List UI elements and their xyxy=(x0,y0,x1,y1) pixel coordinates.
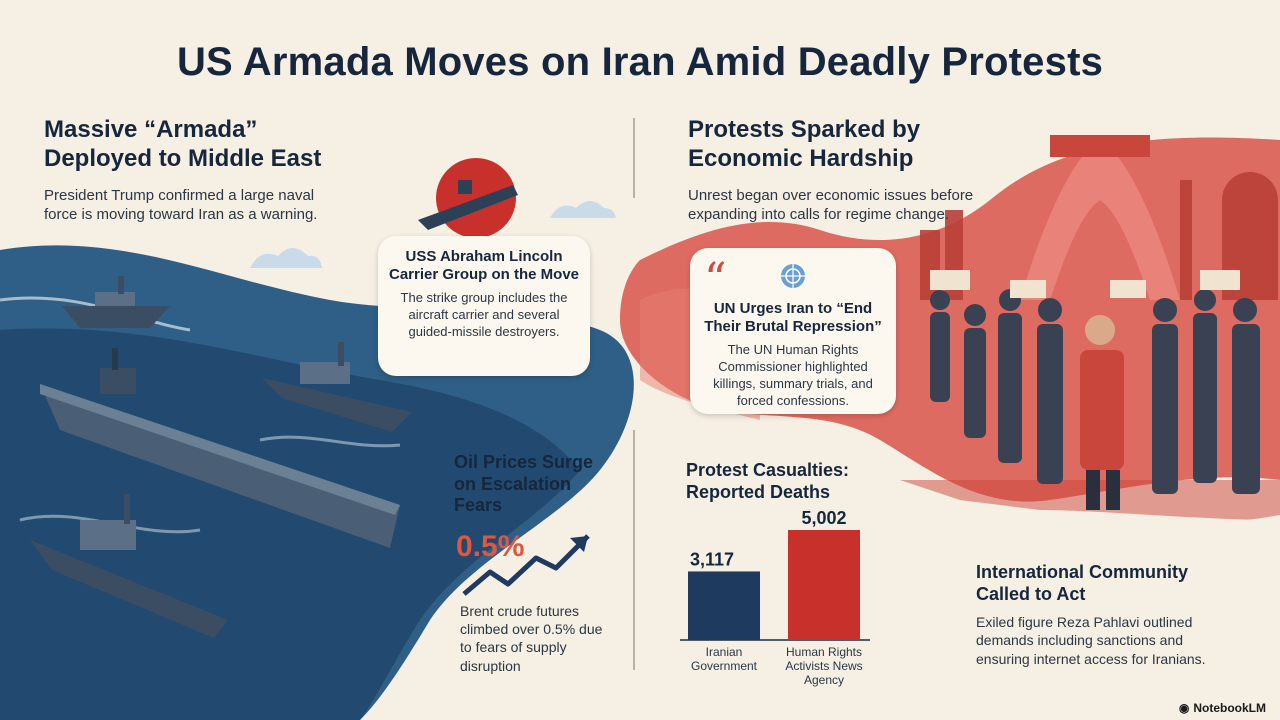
cloud xyxy=(250,248,322,268)
notebooklm-logo-icon: ◉ xyxy=(1178,701,1190,715)
azadi-tower xyxy=(1020,135,1180,300)
oil-value: 0.5% xyxy=(456,530,525,563)
international-title-line2: Called to Act xyxy=(976,583,1086,604)
chart-bar xyxy=(688,571,760,640)
destroyer-ship-2 xyxy=(262,342,412,432)
protests-title-line2: Economic Hardship xyxy=(688,144,914,172)
protests-section: Protests Sparked by Economic Hardship Un… xyxy=(688,116,998,225)
chart-bar xyxy=(788,530,860,640)
lincoln-title: USS Abraham Lincoln Carrier Group on the… xyxy=(388,248,580,283)
international-text: Exiled figure Reza Pahlavi outlined dema… xyxy=(976,614,1206,667)
armada-text: President Trump confirmed a large naval … xyxy=(44,186,318,224)
chart-category-label: Activists News xyxy=(785,659,862,673)
chart-category-label: Iranian xyxy=(706,645,743,659)
casualties-title: Protest Casualties: Reported Deaths xyxy=(686,460,849,503)
chart-data-label: 5,002 xyxy=(801,508,846,528)
un-text: The UN Human Rights Commissioner highlig… xyxy=(713,342,873,408)
casualties-title-line1: Protest Casualties: xyxy=(686,460,850,480)
oil-section: Oil Prices Surge on Escalation Fears xyxy=(454,452,614,517)
armada-section: Massive “Armada” Deployed to Middle East… xyxy=(44,116,384,225)
protest-crowd xyxy=(900,289,1280,520)
carrier-icon xyxy=(418,158,518,238)
destroyer-ship-1 xyxy=(62,276,170,328)
divider-bottom xyxy=(633,430,635,670)
brand-badge: ◉ NotebookLM xyxy=(1179,701,1266,715)
protests-text: Unrest began over economic issues before… xyxy=(688,186,974,224)
un-emblem-icon xyxy=(781,264,805,288)
trend-up-icon xyxy=(462,534,590,596)
armada-title-line2: Deployed to Middle East xyxy=(44,144,322,172)
divider-top xyxy=(633,118,635,198)
lincoln-callout: USS Abraham Lincoln Carrier Group on the… xyxy=(378,236,590,376)
chart-category-label: Government xyxy=(691,659,758,673)
chart-category-label: Human Rights xyxy=(786,645,862,659)
cream-wave xyxy=(860,508,1280,720)
brand-label: NotebookLM xyxy=(1193,701,1266,715)
oil-title: Oil Prices Surge on Escalation Fears xyxy=(454,452,594,516)
aircraft-carrier xyxy=(40,348,400,548)
international-title-line1: International Community xyxy=(976,562,1189,582)
oil-text: Brent crude futures climbed over 0.5% du… xyxy=(460,603,603,674)
casualties-title-line2: Reported Deaths xyxy=(686,481,831,502)
un-title: UN Urges Iran to “End Their Brutal Repre… xyxy=(704,300,882,335)
page-title: US Armada Moves on Iran Amid Deadly Prot… xyxy=(176,40,1104,84)
protest-signs xyxy=(930,270,1240,298)
lincoln-text: The strike group includes the aircraft c… xyxy=(400,290,568,339)
chart-data-label: 3,117 xyxy=(690,549,734,569)
protests-title-line1: Protests Sparked by xyxy=(688,116,921,143)
un-callout: “ UN Urges Iran to “End Their Brutal Rep… xyxy=(690,248,896,414)
international-section: International Community Called to Act Ex… xyxy=(976,562,1256,668)
destroyer-ship-3 xyxy=(30,494,228,638)
quote-icon: “ xyxy=(704,254,727,305)
cloud xyxy=(550,201,616,218)
armada-title-line1: Massive “Armada” xyxy=(44,116,258,143)
chart-category-label: Agency xyxy=(804,673,844,687)
